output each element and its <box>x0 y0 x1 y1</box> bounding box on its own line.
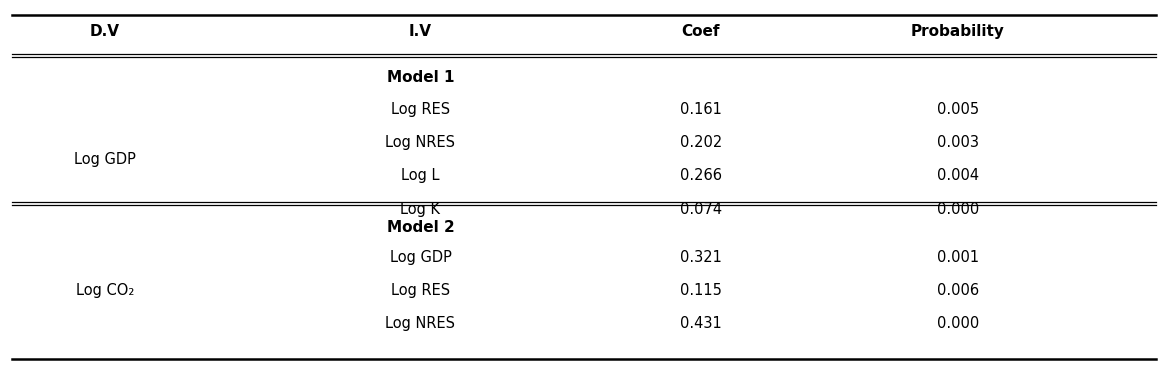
Text: 0.321: 0.321 <box>680 250 722 265</box>
Text: 0.074: 0.074 <box>680 202 722 216</box>
Text: Log GDP: Log GDP <box>75 152 135 166</box>
Text: Model 2: Model 2 <box>387 220 454 235</box>
Text: 0.003: 0.003 <box>937 135 979 150</box>
Text: Log K: Log K <box>401 202 440 216</box>
Text: Probability: Probability <box>911 24 1004 39</box>
Text: 0.000: 0.000 <box>937 316 979 331</box>
Text: 0.004: 0.004 <box>937 168 979 183</box>
Text: Coef: Coef <box>682 24 719 39</box>
Text: 0.161: 0.161 <box>680 102 722 117</box>
Text: Log GDP: Log GDP <box>390 250 451 265</box>
Text: 0.266: 0.266 <box>680 168 722 183</box>
Text: 0.001: 0.001 <box>937 250 979 265</box>
Text: Log L: Log L <box>402 168 439 183</box>
Text: Model 1: Model 1 <box>387 70 454 85</box>
Text: I.V: I.V <box>409 24 432 39</box>
Text: 0.005: 0.005 <box>937 102 979 117</box>
Text: D.V: D.V <box>90 24 120 39</box>
Text: 0.115: 0.115 <box>680 283 722 298</box>
Text: Log NRES: Log NRES <box>385 316 456 331</box>
Text: 0.202: 0.202 <box>680 135 722 150</box>
Text: Log NRES: Log NRES <box>385 135 456 150</box>
Text: Log RES: Log RES <box>391 102 450 117</box>
Text: Log RES: Log RES <box>391 283 450 298</box>
Text: 0.006: 0.006 <box>937 283 979 298</box>
Text: Log CO₂: Log CO₂ <box>76 283 134 298</box>
Text: 0.000: 0.000 <box>937 202 979 216</box>
Text: 0.431: 0.431 <box>680 316 722 331</box>
